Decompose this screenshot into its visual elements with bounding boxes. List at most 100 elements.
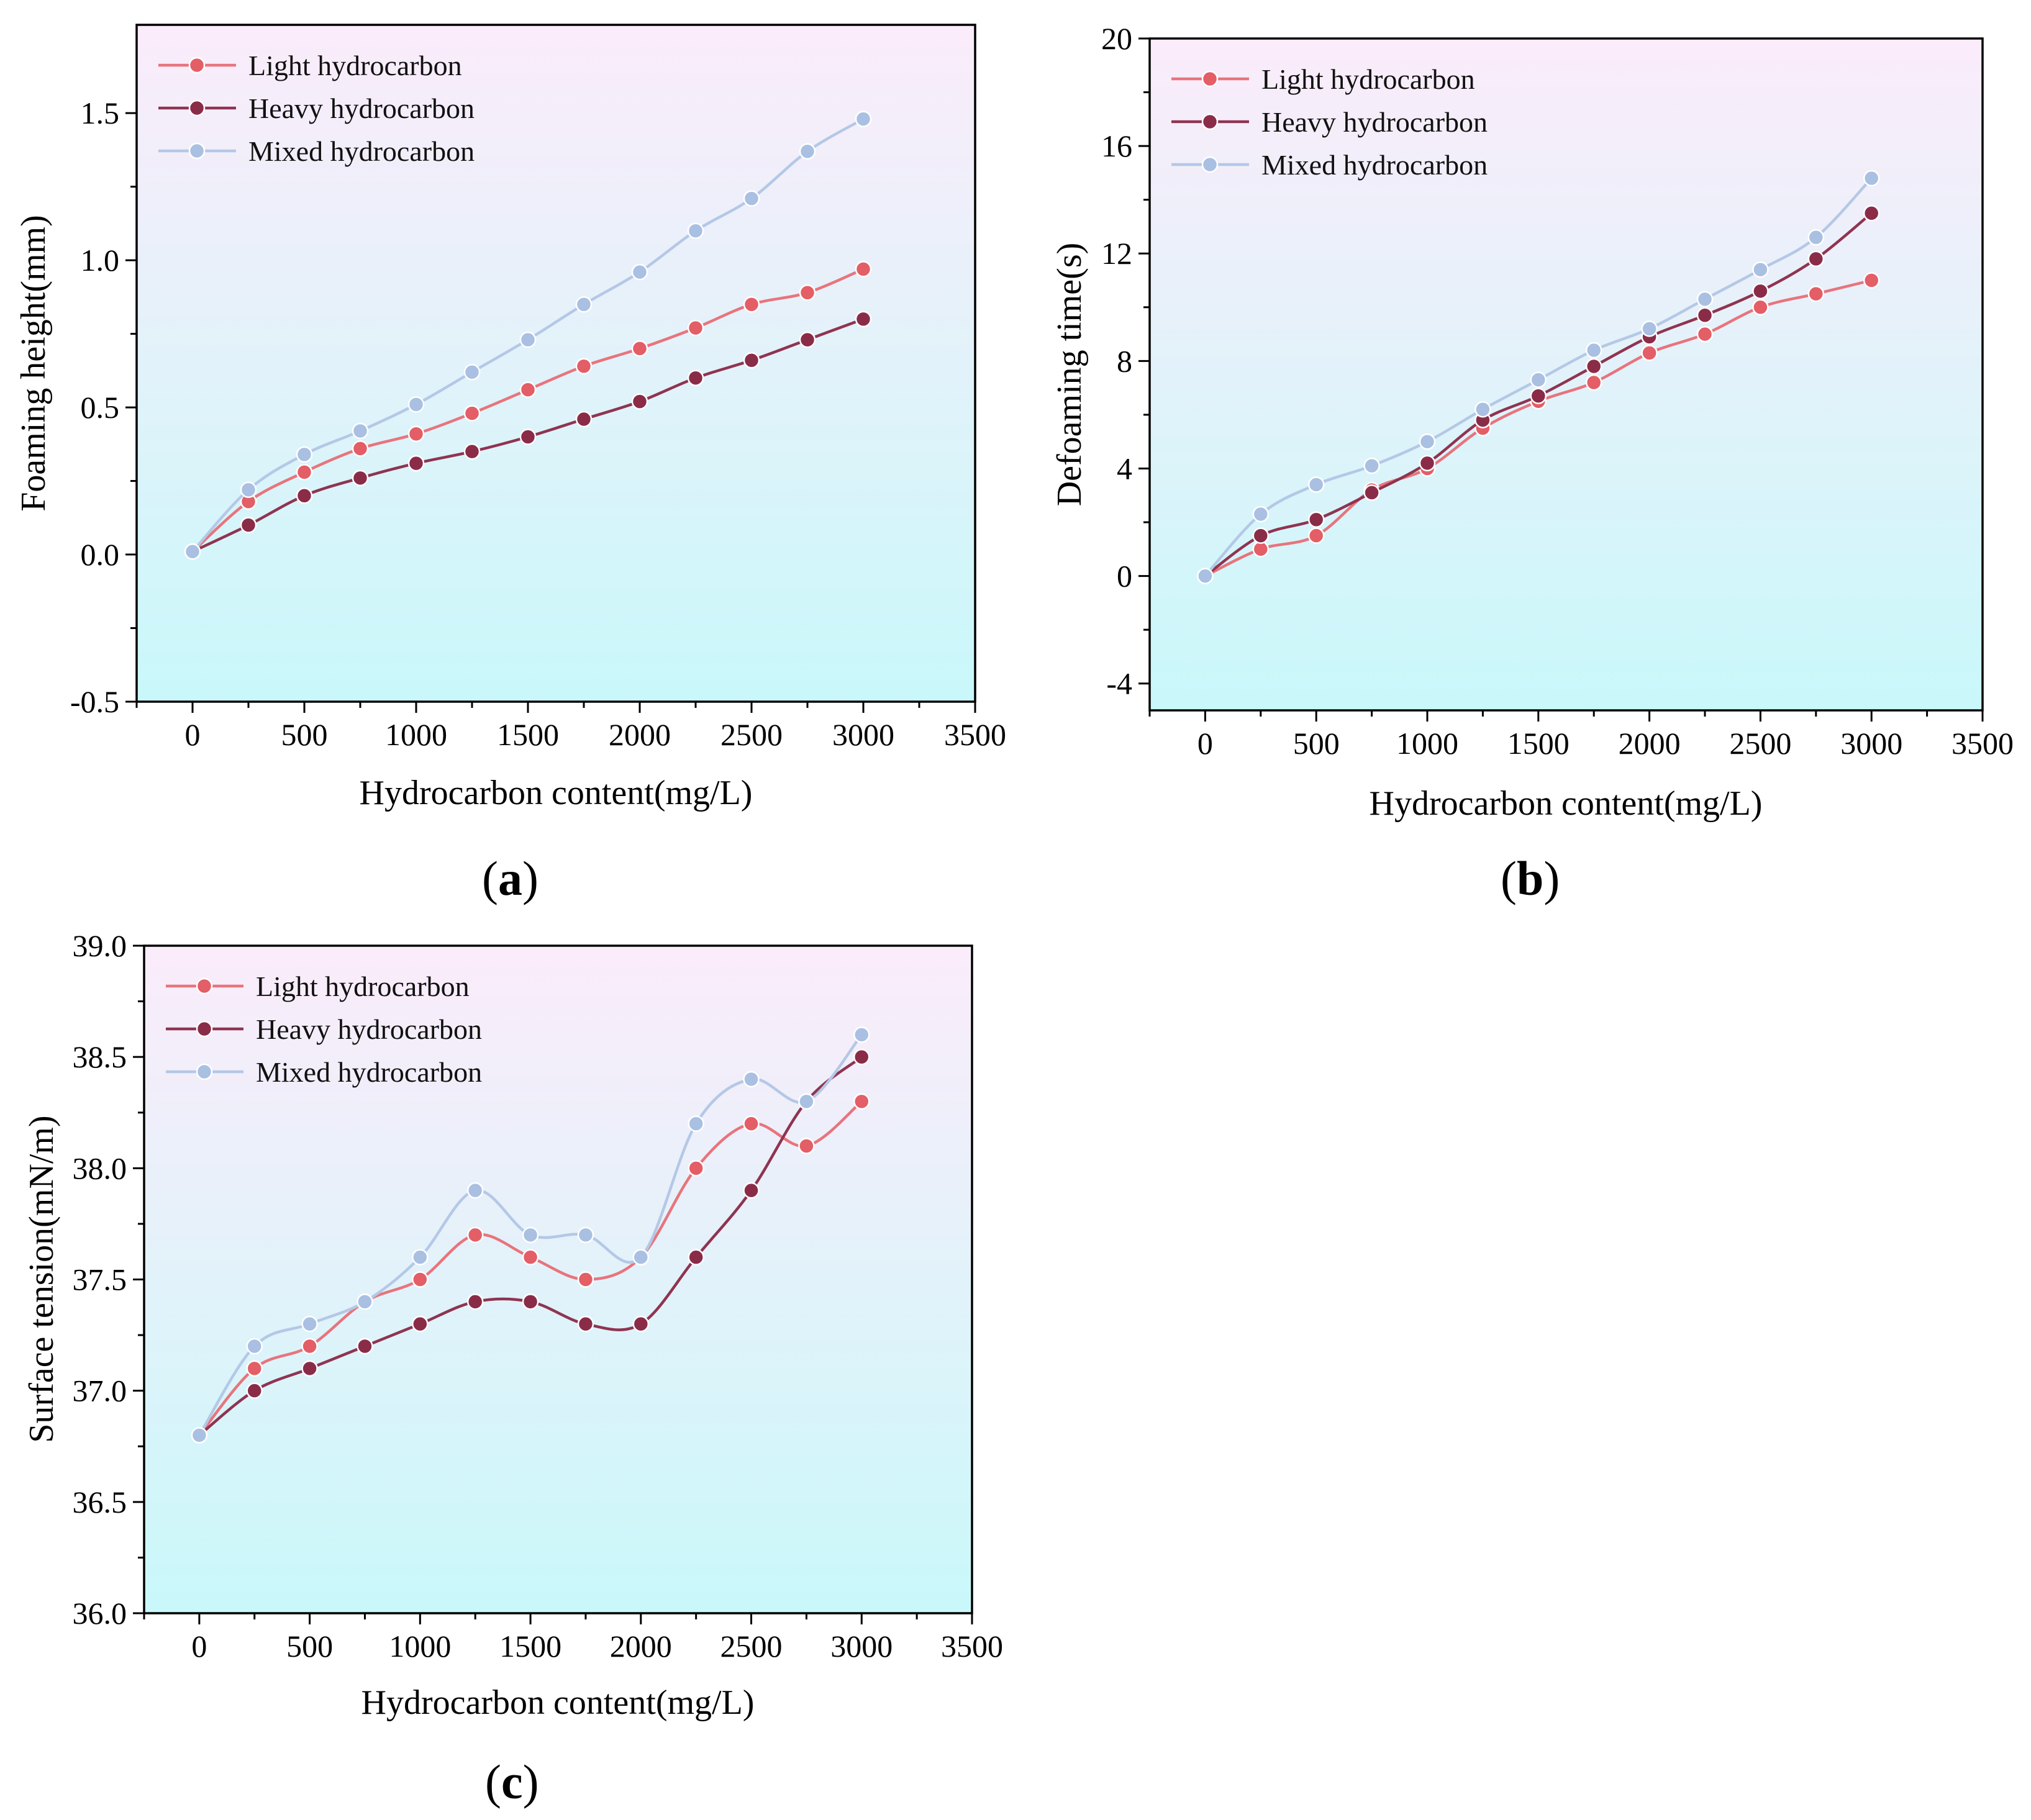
data-point <box>632 1315 650 1333</box>
legend-label: Light hydrocarbon <box>248 50 462 81</box>
y-tick-label: -0.5 <box>70 684 119 719</box>
y-tick-label: -4 <box>1106 666 1132 701</box>
series-mixed-hydrocarbon <box>184 111 872 560</box>
plot-area <box>144 946 972 1613</box>
legend-marker <box>196 1063 213 1080</box>
plot-frame <box>135 24 976 703</box>
data-point <box>577 1226 594 1244</box>
data-point <box>191 1427 208 1444</box>
data-point <box>463 363 481 381</box>
panel-label-b-letter: b <box>1516 851 1544 905</box>
data-point <box>301 1338 318 1355</box>
plot-area <box>137 25 975 702</box>
data-point <box>466 1182 484 1199</box>
panel-label-a-letter: a <box>498 851 522 905</box>
x-tick-label: 500 <box>281 717 328 752</box>
data-point <box>1752 283 1769 300</box>
data-point <box>1863 272 1880 289</box>
data-point <box>577 1271 594 1288</box>
x-tick-label: 1500 <box>499 1629 561 1664</box>
data-point <box>743 1182 760 1199</box>
y-tick-label: 38.0 <box>73 1151 127 1185</box>
data-point <box>743 1115 760 1132</box>
data-point <box>412 1315 429 1333</box>
data-point <box>1252 527 1270 544</box>
data-point <box>1752 261 1769 278</box>
data-point <box>240 517 257 533</box>
data-point <box>1252 505 1270 523</box>
x-tick-label: 500 <box>286 1629 333 1664</box>
data-point <box>855 111 872 127</box>
data-point <box>632 1249 650 1265</box>
x-tick-label: 3500 <box>941 1629 1003 1664</box>
data-point <box>575 358 593 374</box>
data-point <box>853 1093 870 1110</box>
x-tick-label: 1500 <box>1507 726 1570 761</box>
data-point <box>798 1138 815 1154</box>
y-tick-label: 0.5 <box>81 390 120 425</box>
data-point <box>1752 299 1769 316</box>
legend-label: Mixed hydrocarbon <box>248 135 475 167</box>
data-point <box>184 543 201 560</box>
y-tick-label: 0 <box>1117 559 1132 594</box>
legend-marker <box>188 99 206 117</box>
data-point <box>1641 320 1658 337</box>
data-point <box>1696 307 1714 324</box>
y-tick-label: 36.0 <box>73 1596 127 1631</box>
x-tick-label: 2500 <box>720 717 783 752</box>
y-tick-label: 16 <box>1101 129 1132 163</box>
data-point <box>240 481 257 499</box>
data-point <box>688 1115 704 1132</box>
legend-label: Light hydrocarbon <box>1261 63 1475 95</box>
x-tick-label: 1000 <box>1396 726 1458 761</box>
data-point <box>1696 325 1714 343</box>
y-axis-title: Foaming height(mm) <box>14 215 53 512</box>
legend: Light hydrocarbon Heavy hydrocarbon Mixed … <box>158 50 475 167</box>
data-point <box>1530 371 1547 388</box>
data-point <box>407 396 425 413</box>
y-tick-label: 12 <box>1101 236 1132 271</box>
data-point <box>296 487 313 504</box>
chart-c: 0 500 1000 1500 2000 2500 3000 3500 36.0 36.5 37.0… <box>22 928 1003 1722</box>
data-point <box>301 1315 318 1333</box>
plot-area <box>1150 38 1983 710</box>
chart-b: 0 500 1000 1500 2000 2500 3000 3500 -4 0 4 8 12 16 20 H… <box>1050 21 2014 823</box>
legend-label: Heavy hydrocarbon <box>256 1013 482 1045</box>
panel-label-b: (b) <box>1501 851 1560 905</box>
x-axis-title: Hydrocarbon content(mg/L) <box>360 774 753 812</box>
y-axis-title: Surface tension(mN/m) <box>22 1115 61 1442</box>
data-point <box>688 1249 704 1265</box>
data-point <box>407 455 425 472</box>
data-point <box>407 425 425 442</box>
data-point <box>743 296 760 313</box>
data-point <box>1363 457 1380 474</box>
y-axis-title: Defoaming time(s) <box>1050 243 1089 507</box>
x-tick-label: 500 <box>1293 726 1340 761</box>
data-point <box>352 440 369 457</box>
data-point <box>1863 170 1880 187</box>
data-point <box>1530 387 1547 404</box>
panel-label-a: (a) <box>482 851 538 905</box>
data-point <box>688 1160 704 1177</box>
data-point <box>687 369 704 386</box>
data-point <box>301 1360 318 1377</box>
data-point <box>743 1071 760 1088</box>
x-tick-label: 2500 <box>720 1629 783 1664</box>
x-tick-label: 3000 <box>1840 726 1902 761</box>
data-point <box>1863 205 1880 222</box>
legend-marker <box>188 142 206 160</box>
data-point <box>575 410 593 428</box>
data-point <box>853 1026 870 1043</box>
y-tick-label: 8 <box>1117 343 1132 378</box>
x-tick-label: 0 <box>185 717 201 752</box>
x-tick-label: 2000 <box>1619 726 1681 761</box>
data-point <box>687 222 704 239</box>
data-point <box>631 393 648 410</box>
data-point <box>519 331 537 348</box>
data-point <box>296 446 313 463</box>
data-point <box>352 469 369 487</box>
data-point <box>1307 476 1325 493</box>
legend-marker <box>1201 70 1219 88</box>
data-point <box>1585 342 1602 359</box>
